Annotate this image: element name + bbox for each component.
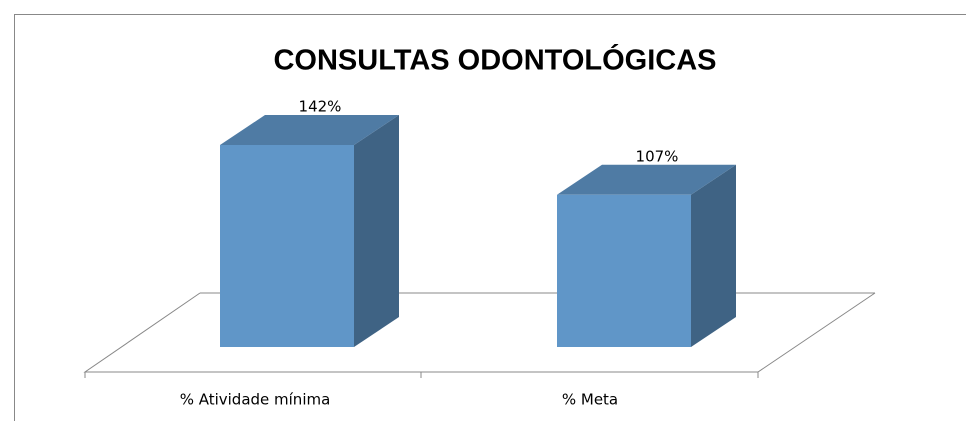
bar-side [354, 115, 399, 347]
bar-top [220, 115, 399, 145]
bar-side [691, 164, 736, 347]
data-label: 107% [636, 147, 679, 165]
bar-front [557, 194, 691, 347]
x-tick-label: % Meta [562, 391, 618, 409]
floor-edges [83, 292, 876, 373]
data-label: 142% [299, 98, 342, 116]
bar-top [557, 164, 736, 195]
chart-title: CONSULTAS ODONTOLÓGICAS [273, 43, 716, 77]
chart-border [14, 14, 966, 421]
bar-front [220, 145, 354, 347]
x-tick-label: % Atividade mínima [180, 391, 331, 409]
